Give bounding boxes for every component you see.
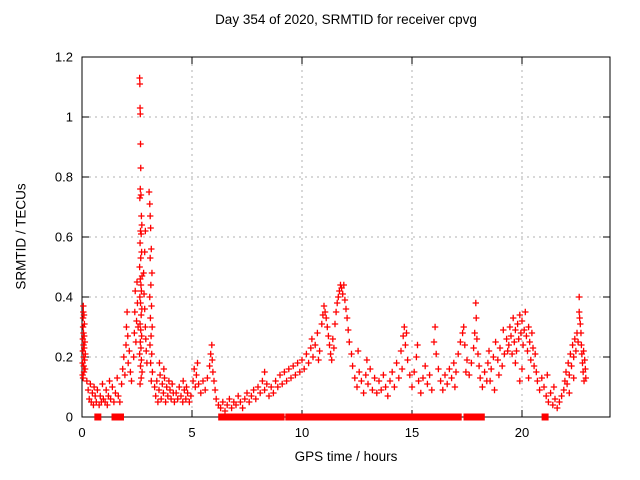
x-tick-label: 0	[78, 425, 85, 440]
zero-value-marker	[277, 413, 285, 421]
zero-value-marker	[111, 413, 119, 421]
zero-value-marker	[311, 413, 319, 421]
zero-value-marker	[117, 413, 124, 421]
x-axis-label: GPS time / hours	[294, 449, 398, 464]
y-tick-label: 1	[66, 110, 73, 125]
scatter-points	[79, 74, 589, 415]
y-tick-label: 0	[66, 410, 73, 425]
zero-value-marker	[329, 413, 337, 421]
zero-value-marker	[433, 413, 441, 421]
x-tick-label: 20	[515, 425, 529, 440]
zero-value-marker	[541, 413, 549, 421]
zero-value-marker	[262, 413, 270, 421]
x-tick-label: 10	[295, 425, 309, 440]
zero-value-marker	[368, 413, 376, 421]
y-tick-label: 0.8	[55, 170, 73, 185]
zero-value-marker	[387, 413, 395, 421]
x-tick-label: 15	[405, 425, 419, 440]
y-tick-label: 0.2	[55, 350, 73, 365]
zero-value-marker	[406, 413, 414, 421]
x-tick-label: 5	[188, 425, 195, 440]
zero-value-marker	[253, 413, 261, 421]
zero-value-marker	[454, 413, 462, 421]
zero-value-marker	[470, 413, 478, 421]
zero-value-marker	[355, 413, 363, 421]
y-tick-label: 0.6	[55, 230, 73, 245]
chart-title: Day 354 of 2020, SRMTID for receiver cpv…	[215, 12, 477, 27]
y-tick-label: 1.2	[55, 50, 73, 65]
y-tick-label: 0.4	[55, 290, 73, 305]
zero-value-marker	[238, 413, 245, 421]
zero-value-marker	[477, 413, 485, 421]
zero-value-marker	[94, 413, 102, 421]
